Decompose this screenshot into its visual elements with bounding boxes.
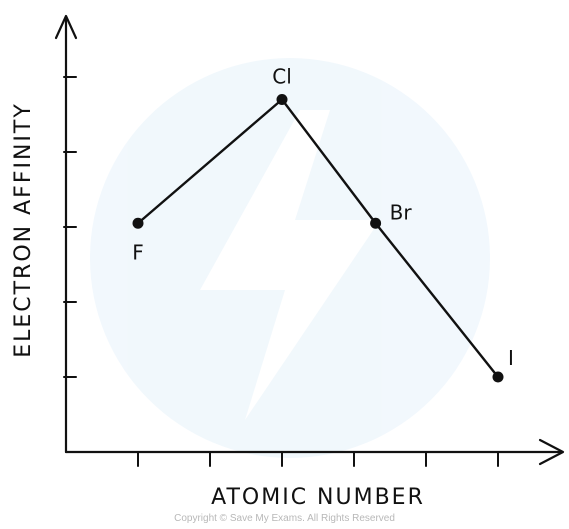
point-i — [492, 371, 504, 383]
point-label-f: F — [132, 240, 144, 264]
y-axis-label: ELECTRON AFFINITY — [11, 102, 36, 358]
copyright-notice: Copyright © Save My Exams. All Rights Re… — [174, 513, 395, 524]
y-axis-arrowhead — [54, 14, 78, 40]
series-line — [137, 98, 499, 378]
y-axis-ticks — [63, 76, 77, 378]
x-axis-ticks — [137, 451, 499, 467]
point-label-br: Br — [390, 200, 413, 224]
point-cl — [276, 94, 288, 105]
point-labels: F Cl Br I — [132, 65, 514, 371]
point-label-i: I — [508, 346, 514, 370]
point-br — [370, 217, 382, 229]
x-axis-label: ATOMIC NUMBER — [211, 485, 425, 510]
point-f — [132, 217, 144, 229]
data-points — [132, 94, 504, 383]
point-label-cl: Cl — [272, 65, 292, 89]
axes — [54, 14, 565, 466]
x-axis-arrowhead — [538, 438, 565, 466]
watermark-logo — [90, 58, 490, 458]
